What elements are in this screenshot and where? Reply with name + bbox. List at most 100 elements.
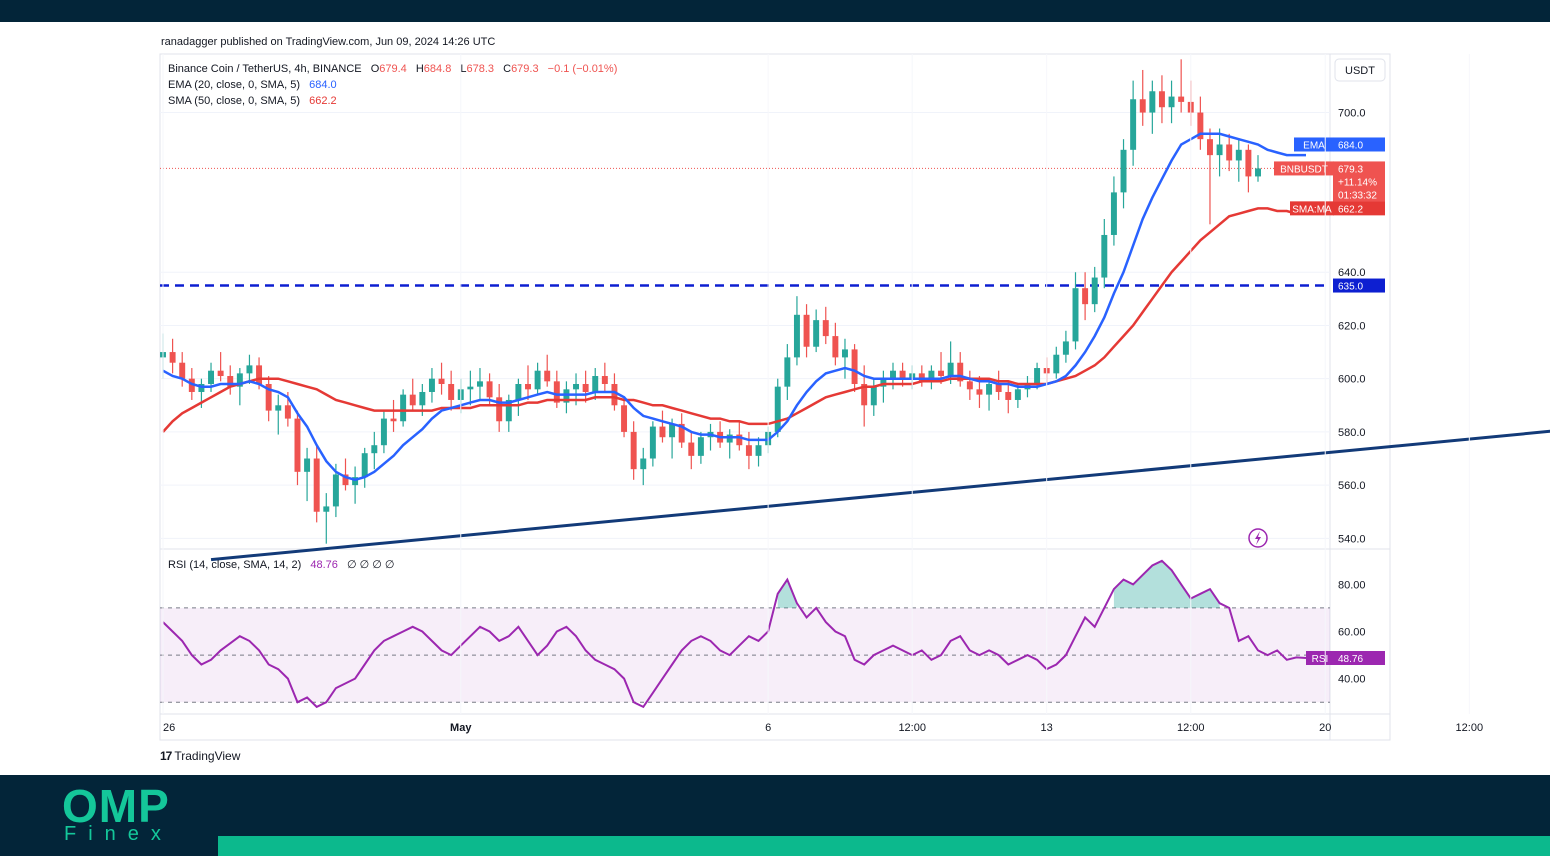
candle-body xyxy=(995,384,1002,392)
candle-body xyxy=(505,399,512,422)
sma-line xyxy=(162,207,1306,433)
rsi-pane[interactable]: 40.00 60.00 80.00 RSI (14, close, SMA, 14,… xyxy=(160,559,1385,709)
candle-body xyxy=(1072,288,1079,342)
rsi-badge-label-text: RSI xyxy=(1312,654,1329,665)
candle-body xyxy=(1082,288,1089,305)
price-tick-label: 620.0 xyxy=(1338,320,1366,332)
candle-body xyxy=(697,437,704,456)
candle-body xyxy=(870,386,877,406)
rsi-badge xyxy=(1333,650,1385,665)
candle-body xyxy=(1197,112,1204,140)
rsi-tick-label: 60.00 xyxy=(1338,627,1366,639)
time-tick-label: 12:00 xyxy=(898,722,926,734)
rsi-axis: 40.00 60.00 80.00 xyxy=(1338,579,1366,685)
candle-body xyxy=(400,394,407,422)
rsi-guides xyxy=(160,607,1330,703)
attribution-text: ranadagger published on TradingView.com,… xyxy=(161,36,496,48)
sma-badge xyxy=(1333,201,1385,216)
legend-ema: EMA (20, close, 0, SMA, 5) 684.0 xyxy=(168,79,337,91)
candle-body xyxy=(486,381,493,398)
lightning-icon[interactable] xyxy=(1248,528,1268,548)
currency-label: USDT xyxy=(1345,65,1375,77)
candle-body xyxy=(342,474,349,486)
candle-body xyxy=(304,458,311,472)
candle-body xyxy=(659,426,666,438)
candle-body xyxy=(947,362,954,377)
price-tick-label: 540.0 xyxy=(1338,533,1366,545)
candle-body xyxy=(1245,149,1252,177)
candle-body xyxy=(275,405,282,411)
candle-body xyxy=(793,314,800,358)
candle-body xyxy=(669,423,676,438)
ema-badge xyxy=(1333,137,1385,152)
ascending-trendline[interactable] xyxy=(210,389,1550,562)
level-badge-value: 635.0 xyxy=(1338,282,1363,293)
sma-badge-label xyxy=(1290,201,1334,216)
candle-body xyxy=(832,336,839,358)
candle-body xyxy=(928,370,935,382)
candle-body xyxy=(592,376,599,392)
last-price-value: 679.3 xyxy=(1338,164,1363,175)
candle-body xyxy=(966,381,973,390)
candle-body xyxy=(1226,144,1233,161)
price-tick-label: 700.0 xyxy=(1338,108,1366,120)
legend-sma: SMA (50, close, 0, SMA, 5) 662.2 xyxy=(168,95,337,107)
candle-body xyxy=(736,434,743,446)
ema-badge-value: 684.0 xyxy=(1338,140,1363,151)
rsi-tick-label: 80.00 xyxy=(1338,579,1366,591)
candle-body xyxy=(976,389,983,395)
candle-body xyxy=(938,370,945,377)
candle-body xyxy=(774,386,781,432)
omp-logo-main: OMP xyxy=(62,780,170,832)
candle-body xyxy=(621,405,628,432)
sma-badge-value: 662.2 xyxy=(1338,204,1363,215)
candle-body xyxy=(1062,341,1069,355)
candle-body xyxy=(899,370,906,379)
tradingview-brand-name: TradingView xyxy=(174,749,241,763)
last-price-badge xyxy=(1333,161,1385,202)
candle-body xyxy=(371,445,378,454)
candle-body xyxy=(217,370,224,377)
price-badges: EMA 684.0 BNBUSDT 679.3 +11.14% 01:33:32… xyxy=(1274,137,1385,293)
candle-body xyxy=(1255,168,1261,177)
candle-body xyxy=(496,397,503,422)
time-tick-label: May xyxy=(450,722,472,734)
price-pane[interactable]: 540.0 560.0 580.0 600.0 620.0 640.0 700.0 Bina… xyxy=(160,58,1550,562)
candle-body xyxy=(803,314,810,347)
candle-body xyxy=(611,384,618,406)
candle-body xyxy=(1206,139,1213,156)
candle-body xyxy=(784,357,791,387)
price-tick-label: 580.0 xyxy=(1338,427,1366,439)
candle-body xyxy=(986,384,993,395)
sma-badge-label-text: SMA:MA xyxy=(1292,204,1332,215)
candle-body xyxy=(265,384,272,411)
candle-body xyxy=(179,362,186,379)
chart[interactable]: 540.0 560.0 580.0 600.0 620.0 640.0 700.0 Bina… xyxy=(0,0,1550,760)
candle-body xyxy=(1168,96,1175,108)
candle-body xyxy=(476,381,483,387)
time-tick-label: 12:00 xyxy=(1456,722,1484,734)
omp-logo-sub: Finex xyxy=(64,823,173,845)
candle-body xyxy=(419,391,426,406)
rsi-tick-label: 40.00 xyxy=(1338,674,1366,686)
candle-body xyxy=(1130,99,1137,150)
candle-body xyxy=(1178,96,1185,102)
candle-body xyxy=(1110,192,1117,235)
legend-main: Binance Coin / TetherUS, 4h, BINANCE O67… xyxy=(168,63,617,75)
currency-button[interactable] xyxy=(1334,58,1386,82)
top-band xyxy=(0,0,1550,22)
candle-body xyxy=(688,442,695,456)
candle-body xyxy=(957,362,964,382)
candle-body xyxy=(918,373,925,382)
candle-body xyxy=(553,381,560,403)
candle-body xyxy=(1235,149,1242,161)
ema-badge-label-text: EMA xyxy=(1303,140,1325,151)
candle-body xyxy=(573,384,580,390)
candle-body xyxy=(726,434,733,443)
candle-body xyxy=(1053,354,1060,374)
tradingview-brand[interactable]: 17 TradingView xyxy=(160,749,240,763)
rsi-line xyxy=(162,559,1307,709)
candle-body xyxy=(1216,144,1223,156)
candle-body xyxy=(198,384,205,392)
